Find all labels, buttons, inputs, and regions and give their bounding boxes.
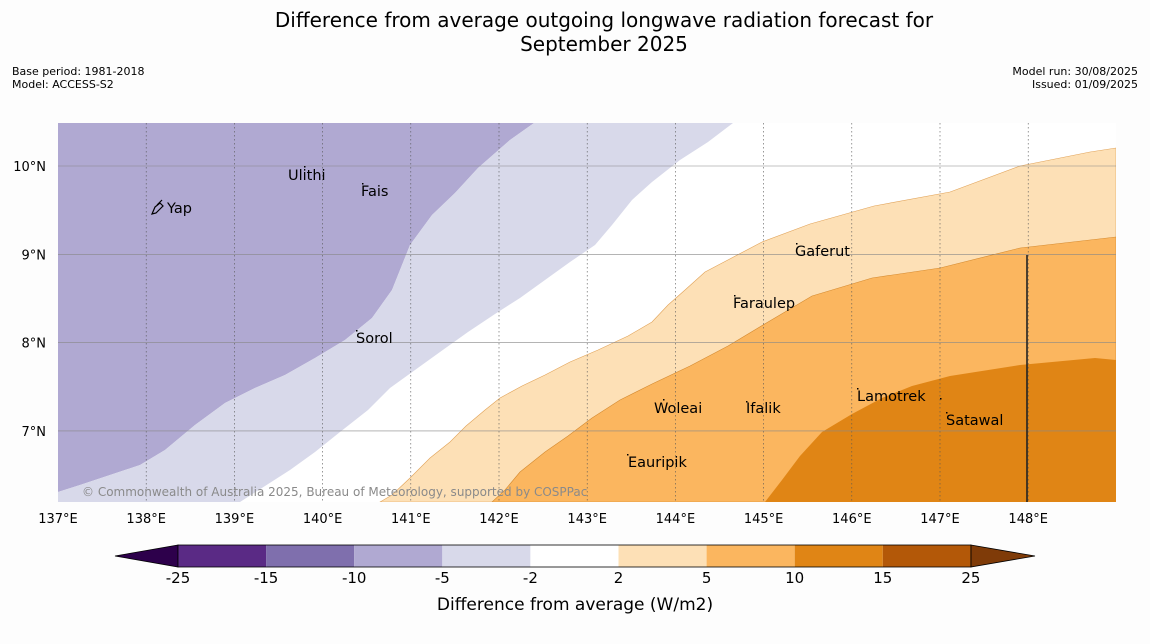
island-marker: [356, 330, 358, 332]
colorbar-tick-label: -10: [342, 569, 367, 587]
colorbar-tick-label: 2: [614, 569, 624, 587]
island-marker: [940, 398, 942, 400]
island-marker: [946, 412, 948, 414]
island-marker: [362, 183, 364, 185]
colorbar-tick-label: 25: [961, 569, 980, 587]
island-marker: [734, 295, 736, 297]
colorbar-label: Difference from average (W/m2): [437, 595, 713, 615]
place-label: Ulithi: [288, 168, 326, 184]
island-marker: [857, 388, 859, 390]
band-minus-10: [58, 123, 534, 492]
colorbar-segment: [266, 545, 355, 567]
island-marker: [627, 454, 629, 456]
yap-island-outline: [150, 199, 164, 215]
copyright-text: © Commonwealth of Australia 2025, Bureau…: [82, 485, 587, 499]
place-labels: Yap Ulithi Fais Sorol Gaferut Faraulep Woleai I…: [166, 166, 1003, 471]
colorbar-segment: [706, 545, 795, 567]
gridlines: [58, 123, 1116, 502]
lat-tick-label: 9°N: [22, 248, 47, 263]
colorbar-segment: [442, 545, 531, 567]
lat-tick-label: 7°N: [22, 425, 47, 440]
colorbar-over-arrow: [970, 544, 1036, 568]
lon-tick-label: 148°E: [1008, 512, 1048, 527]
colorbar-segment: [178, 545, 267, 567]
title-line-2: September 2025: [520, 32, 688, 56]
band-plus-10: [765, 358, 1116, 502]
title-line-1: Difference from average outgoing longwav…: [274, 8, 934, 32]
colorbar-tick-label: -5: [435, 569, 450, 587]
place-label: Gaferut: [795, 244, 850, 260]
lon-tick-label: 145°E: [744, 512, 784, 527]
place-label: Lamotrek: [857, 389, 926, 405]
lon-tick-label: 139°E: [215, 512, 255, 527]
colorbar-frame: [177, 544, 972, 568]
island-marker: [796, 243, 798, 245]
place-label: Faraulep: [733, 296, 795, 312]
island-marker: [663, 399, 665, 401]
lon-tick-label: 141°E: [391, 512, 431, 527]
colorbar-segment: [882, 545, 971, 567]
lon-tick-label: 146°E: [832, 512, 872, 527]
colorbar-tick-label: -15: [254, 569, 279, 587]
colorbar-segment: [530, 545, 619, 567]
meta-left: Base period: 1981-2018 Model: ACCESS-S2: [12, 65, 144, 91]
lon-tick-label: 138°E: [126, 512, 166, 527]
colorbar-tick-label: 15: [873, 569, 892, 587]
colorbar-segment: [794, 545, 883, 567]
place-label: Yap: [166, 201, 192, 217]
issued-date: Issued: 01/09/2025: [1031, 78, 1138, 91]
lat-tick-label: 10°N: [13, 160, 46, 175]
base-period: Base period: 1981-2018: [12, 65, 145, 78]
colorbar-tick-label: 5: [702, 569, 712, 587]
lon-tick-label: 143°E: [567, 512, 607, 527]
model-name: Model: ACCESS-S2: [12, 78, 114, 91]
place-label: Sorol: [356, 331, 393, 347]
colorbar-segment: [354, 545, 443, 567]
meta-right: Model run: 30/08/2025 Issued: 01/09/2025: [1012, 65, 1138, 91]
place-label: Fais: [361, 184, 388, 200]
island-marker: [304, 166, 306, 168]
lat-tick-label: 8°N: [22, 337, 47, 352]
axis-labels: 137°E 138°E 139°E 140°E 141°E 142°E 143°E 144°E…: [13, 160, 1048, 527]
lon-tick-label: 142°E: [479, 512, 519, 527]
band-minus-5: [58, 123, 733, 502]
place-label: Ifalik: [746, 401, 781, 417]
lon-tick-label: 137°E: [38, 512, 78, 527]
colorbar-tick-label: 10: [785, 569, 804, 587]
colorbar-tick-label: -25: [166, 569, 191, 587]
lon-tick-label: 144°E: [656, 512, 696, 527]
chart-title: Difference from average outgoing longwav…: [0, 8, 1150, 56]
lon-tick-label: 140°E: [303, 512, 343, 527]
place-label: Woleai: [654, 401, 702, 417]
colorbar-segment: [618, 545, 707, 567]
colorbar-under-arrow: [114, 544, 179, 568]
colorbar: -25 -15 -10 -5 -2 2 5 10 15 25: [114, 544, 1036, 587]
model-run: Model run: 30/08/2025: [1012, 65, 1138, 78]
colorbar-tick-label: -2: [523, 569, 538, 587]
island-marker: [746, 401, 748, 403]
place-label: Satawal: [946, 413, 1003, 429]
place-label: Eauripik: [628, 455, 687, 471]
lon-tick-label: 147°E: [920, 512, 960, 527]
